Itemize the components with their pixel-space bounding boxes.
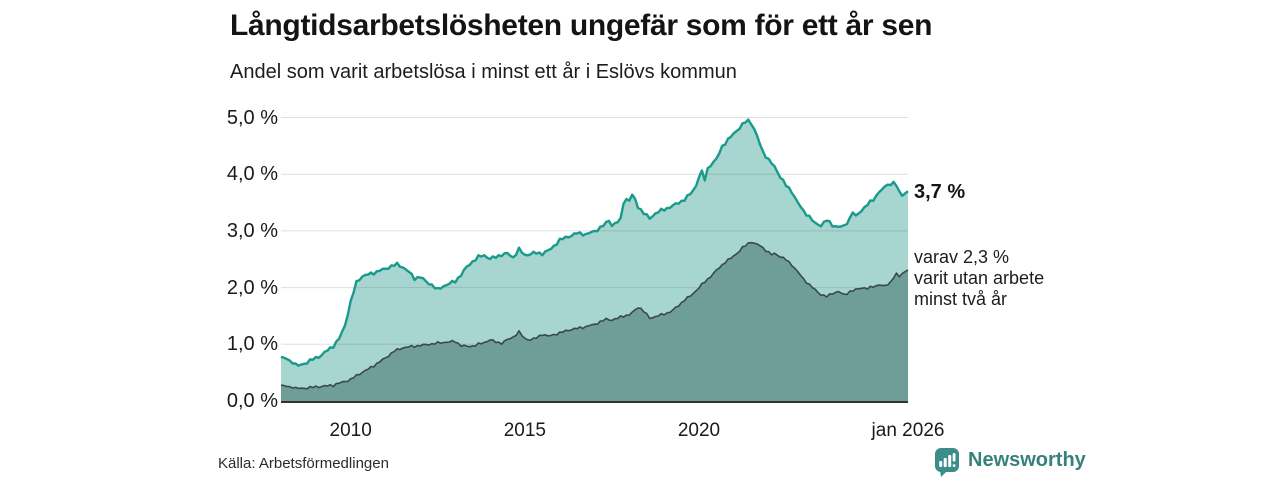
annotation-line: minst två år [914,289,1008,309]
y-tick-label: 3,0 % [226,219,278,242]
y-tick-label: 5,0 % [226,106,278,129]
page-subtitle: Andel som varit arbetslösa i minst ett å… [230,61,737,83]
source-credit: Källa: Arbetsförmedlingen [218,455,389,472]
y-tick-label: 0,0 % [226,390,278,412]
x-tick-label: 2015 [503,420,546,441]
annotation-line: varit utan arbete [914,268,1045,288]
series-area-two-years [281,242,908,401]
x-tick-label: 2010 [329,420,372,441]
y-tick-label: 2,0 % [226,276,278,299]
secondary-series-annotation: varav 2,3 % varit utan arbete minst två … [914,247,1044,310]
y-tick-label: 4,0 % [226,163,278,186]
primary-series-end-value-label: 3,7 % [914,181,966,203]
newsworthy-logo: Newsworthy [934,447,1086,477]
series-line-two-years [280,241,909,390]
annotation-line: varav 2,3 % [914,247,1010,267]
series-line-one-year [280,118,909,367]
x-tick-label: 2020 [677,420,721,441]
page-title: Långtidsarbetslösheten ungefär som för e… [230,9,933,42]
y-tick-label: 1,0 % [226,333,278,356]
x-tick-label: jan 2026 [871,420,945,441]
newsworthy-icon [934,447,960,480]
newsworthy-logo-text: Newsworthy [968,449,1086,471]
